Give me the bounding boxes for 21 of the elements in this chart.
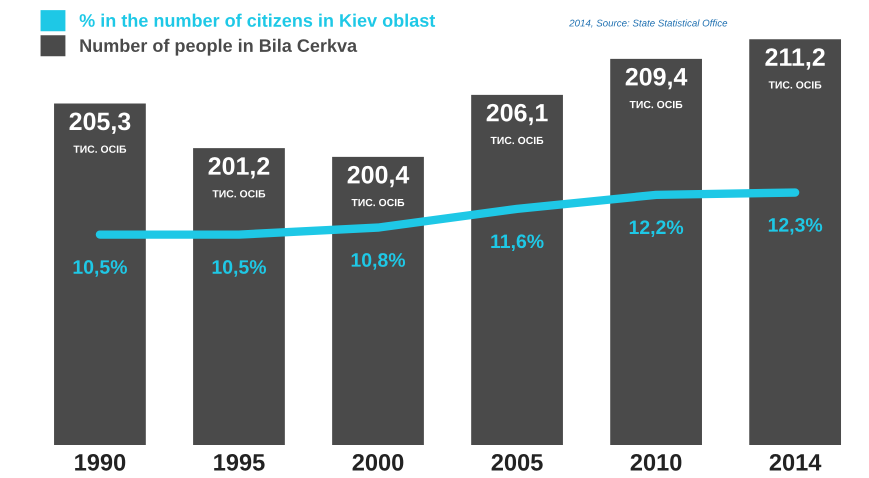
text: 2014, Source: State Statistical Office — [569, 19, 728, 28]
x-tick-label: 2000 — [352, 454, 404, 471]
legend-label: Number of people in Bila Cerkva — [80, 38, 358, 56]
x-tick-label: 2014 — [770, 454, 822, 471]
data-label: 10,5% — [212, 260, 266, 277]
data-label: 211,2 ТИС. ОСІБ — [765, 48, 825, 89]
data-label: 10,8% — [352, 253, 406, 270]
data-label: 200,4 ТИС. ОСІБ — [348, 166, 410, 206]
data-label: 206,1 ТИС. ОСІБ — [486, 104, 548, 144]
data-label: 12,2% — [630, 220, 684, 237]
data-label: 10,5% — [74, 260, 127, 277]
data-label: 205,3 ТИС. ОСІБ — [70, 112, 130, 153]
x-tick-label: 1990 — [75, 454, 126, 471]
data-label: 12,3% — [768, 218, 822, 235]
x-tick-label: 1995 — [214, 454, 265, 471]
x-tick-label: 2005 — [492, 454, 543, 471]
legend-label: % in the number of citizens in Kiev oblast — [80, 14, 436, 27]
data-label: 11,6% — [491, 234, 544, 251]
x-tick-label: 2010 — [630, 454, 682, 471]
data-label: 201,2 ТИС. ОСІБ — [208, 157, 270, 198]
data-label: 209,4 ТИС. ОСІБ — [626, 68, 688, 108]
